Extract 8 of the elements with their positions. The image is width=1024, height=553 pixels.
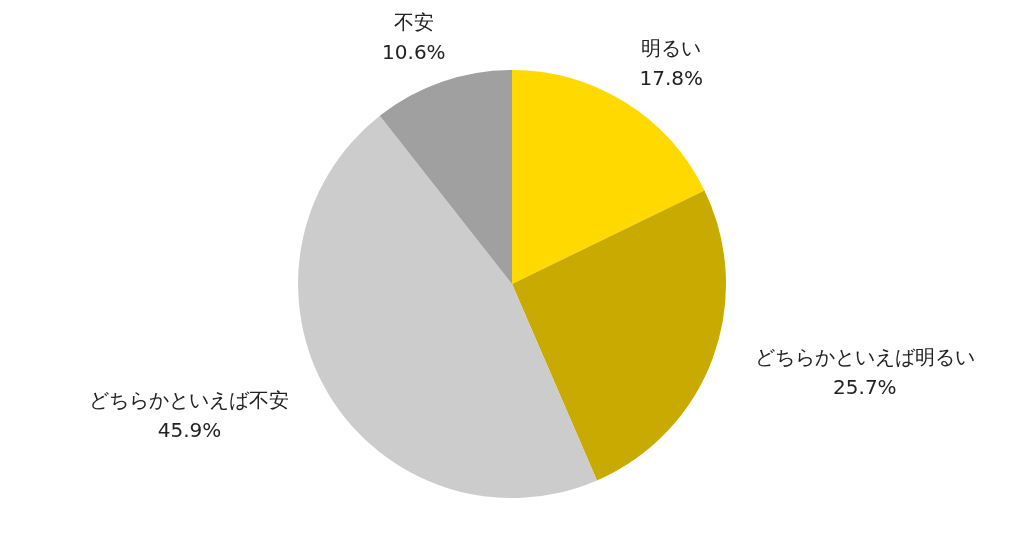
slice-label: どちらかといえば不安 [89,387,290,412]
slice-label: 不安 [393,10,434,35]
data-label: 25.7% [833,375,897,400]
data-label: 45.9% [157,417,222,442]
data-label: 10.6% [382,40,446,65]
data-label: 17.8% [639,65,704,90]
slice-label: 明るい [641,35,702,60]
slice-label: どちらかといえば明るい [754,345,975,370]
